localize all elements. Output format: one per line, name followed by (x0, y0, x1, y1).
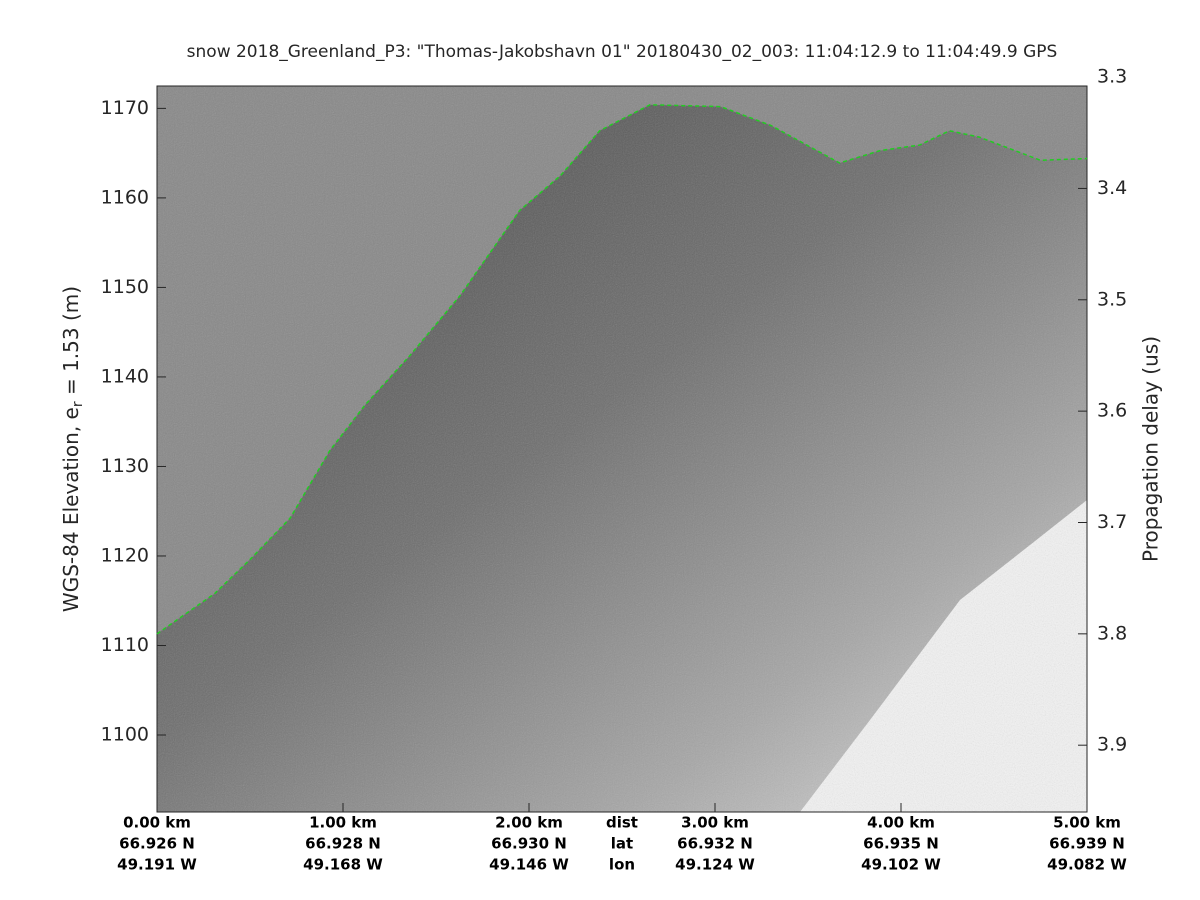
lon-label: 49.124 W (675, 856, 755, 874)
lat-label: 66.928 N (305, 835, 381, 853)
y2-tick-label: 3.4 (1097, 177, 1127, 199)
chart-title: snow 2018_Greenland_P3: "Thomas-Jakobsha… (187, 42, 1058, 62)
surface-trace (156, 104, 1088, 635)
y2-tick-label: 3.8 (1097, 622, 1127, 644)
y2-tick-label: 3.6 (1097, 400, 1127, 422)
y-tick-label: 1130 (101, 455, 149, 477)
row-name: lon (609, 856, 635, 874)
lon-label: 49.168 W (303, 856, 383, 874)
lat-label: 66.935 N (863, 835, 939, 853)
y2-axis-label: Propagation delay (us) (1139, 336, 1163, 562)
y-tick-label: 1140 (101, 365, 149, 387)
x-tick-label: 3.00 km (681, 814, 749, 832)
lat-label: 66.939 N (1049, 835, 1125, 853)
y2-tick-label: 3.7 (1097, 511, 1127, 533)
x-tick-label: 2.00 km (495, 814, 563, 832)
row-name: dist (606, 814, 638, 832)
echogram (157, 86, 1087, 812)
lon-label: 49.082 W (1047, 856, 1127, 874)
lon-label: 49.146 W (489, 856, 569, 874)
y2-tick-label: 3.9 (1097, 734, 1127, 756)
plot-frame (156, 85, 1088, 813)
y-tick-label: 1170 (101, 97, 149, 119)
y-tick-label: 1100 (101, 724, 149, 746)
y-tick-label: 1160 (101, 186, 149, 208)
lat-label: 66.926 N (119, 835, 195, 853)
y-tick-label: 1150 (101, 276, 149, 298)
x-tick-label: 0.00 km (123, 814, 191, 832)
y-tick-label: 1110 (101, 634, 149, 656)
y2-tick-label: 3.3 (1097, 66, 1127, 88)
y-axis-label: WGS-84 Elevation, er = 1.53 (m) (59, 286, 87, 612)
x-tick-label: 5.00 km (1053, 814, 1121, 832)
lat-label: 66.932 N (677, 835, 753, 853)
x-tick-label: 1.00 km (309, 814, 377, 832)
lon-label: 49.102 W (861, 856, 941, 874)
lon-label: 49.191 W (117, 856, 197, 874)
row-name: lat (611, 835, 633, 853)
y2-tick-label: 3.5 (1097, 288, 1127, 310)
x-tick-label: 4.00 km (867, 814, 935, 832)
speckle (157, 86, 1087, 812)
lat-label: 66.930 N (491, 835, 567, 853)
y-tick-label: 1120 (101, 544, 149, 566)
